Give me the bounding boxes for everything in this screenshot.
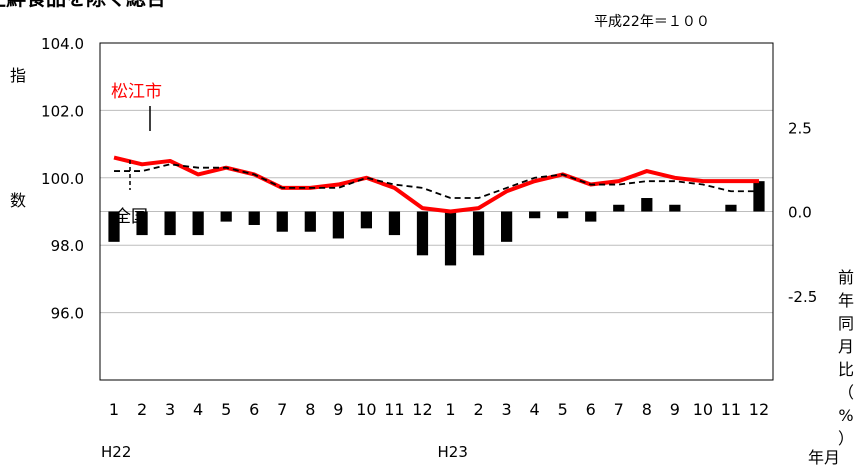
x-tick-label: 5 [558,400,568,419]
x-tick-label: 12 [749,400,769,419]
x-axis-ticks: 1 2 3 4 5 6 7 8 9 10 11 12 1 2 3 4 5 6 7 8 9 10 11 12 [109,400,769,419]
right-axis-label-char: 前 [838,268,854,287]
x-tick-label: 3 [502,400,512,419]
x-tick-label: 2 [473,400,483,419]
left-axis-ticks: 104.0 102.0 100.0 98.0 96.0 [41,35,84,323]
yoy-bar [444,211,457,266]
x-tick-label: 9 [670,400,680,419]
yoy-bar [388,211,401,236]
right-tick-label: 0.0 [788,204,812,222]
x-tick-label: 12 [412,400,432,419]
left-tick-label: 102.0 [41,102,84,120]
yoy-bars [108,181,765,266]
x-tick-label: 4 [193,400,203,419]
x-tick-label: 7 [614,400,624,419]
right-axis-label-char: 年 [838,291,854,310]
x-tick-label: 4 [530,400,540,419]
right-axis-label-char: 月 [838,337,854,356]
yoy-bar [248,211,260,225]
annotation-national: 全国 [114,207,148,227]
line-series [113,155,759,214]
right-axis-label-char: ） [838,429,854,448]
right-axis-ticks: 2.5 0.0 -2.5 [788,119,817,306]
right-tick-label: -2.5 [788,288,817,306]
yoy-bar [585,211,597,222]
yoy-bar [136,211,148,236]
chart-title: 生鮮食品を除く総合 [0,0,167,10]
yoy-bar [108,211,120,242]
yoy-bar [641,198,653,212]
x-tick-label: 7 [277,400,287,419]
right-axis-label-char: （ [838,383,854,402]
left-tick-label: 100.0 [41,170,84,188]
left-tick-label: 104.0 [41,35,84,53]
national-line [114,163,759,199]
yoy-bar [613,204,625,212]
x-tick-label: 11 [721,400,741,419]
yoy-bar [753,181,765,212]
yoy-bar [529,211,541,219]
yoy-bar [472,211,485,256]
right-axis-label-char: % [838,406,853,425]
year-label: H22 [101,443,131,461]
matsue-line [113,155,759,214]
yoy-bar [360,211,373,229]
year-label: H23 [438,443,468,461]
x-tick-label: 6 [249,400,259,419]
year-labels: H22 H23 [101,443,468,461]
annotation-matsue: 松江市 [111,82,162,102]
right-tick-label: 2.5 [788,119,812,137]
yoy-bar [332,211,344,239]
x-tick-label: 10 [693,400,713,419]
yoy-bar [164,211,176,236]
yoy-bar [220,211,232,222]
x-axis-corner-label: 年月 [808,448,840,467]
x-tick-label: 2 [137,400,147,419]
left-axis-label-bottom: 数 [10,191,26,210]
x-tick-label: 6 [586,400,596,419]
x-tick-label: 8 [642,400,652,419]
left-tick-label: 96.0 [51,305,84,323]
yoy-bar [669,204,681,212]
yoy-bar [192,211,204,236]
x-tick-label: 11 [384,400,404,419]
right-axis-label-char: 同 [838,314,854,333]
x-tick-label: 8 [305,400,315,419]
plot-area-border [99,42,774,381]
yoy-bar [304,211,316,232]
x-tick-label: 1 [445,400,455,419]
left-tick-label: 98.0 [51,237,84,255]
x-tick-label: 3 [165,400,175,419]
yoy-bar [557,211,569,219]
yoy-bar [725,204,737,212]
x-tick-label: 10 [356,400,376,419]
left-axis-label-top: 指 [10,66,26,85]
yoy-bar [500,211,513,242]
yoy-bar [416,211,429,256]
x-tick-label: 1 [109,400,119,419]
x-tick-label: 9 [333,400,343,419]
base-note: 平成22年＝１００ [594,14,710,30]
right-axis-label-char: 比 [838,360,854,379]
x-tick-label: 5 [221,400,231,419]
yoy-bar [276,211,288,232]
